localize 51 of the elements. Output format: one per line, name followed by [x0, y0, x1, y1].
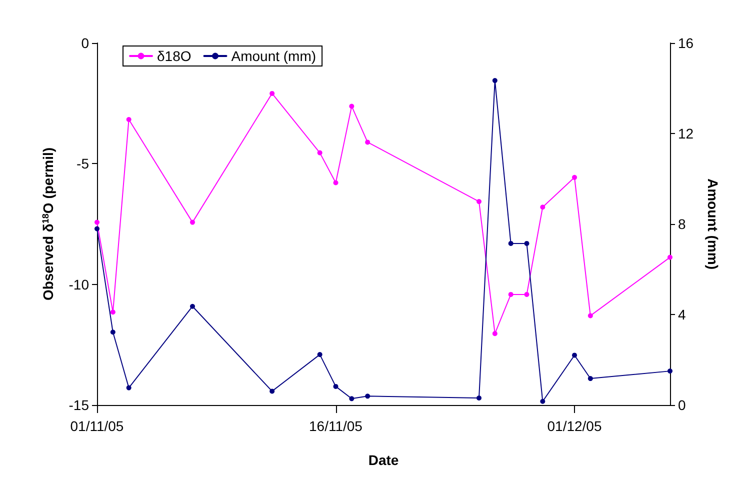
point	[333, 180, 338, 186]
y-tick-label: -10	[68, 276, 90, 292]
point	[540, 204, 546, 210]
point	[365, 140, 370, 145]
point	[317, 150, 322, 156]
point	[588, 313, 593, 318]
legend-label: Amount (mm)	[231, 48, 316, 64]
point	[524, 292, 530, 297]
point	[349, 104, 354, 109]
y2-tick-label: 4	[678, 306, 686, 322]
point	[508, 240, 514, 246]
y2-axis-title: Amount (mm)	[705, 178, 721, 270]
point	[110, 330, 116, 335]
y2-tick-label: 8	[678, 216, 686, 232]
y2-tick-label: 12	[678, 126, 694, 142]
x-tick-label: 16/11/05	[309, 418, 363, 434]
point	[508, 292, 514, 297]
point	[476, 395, 482, 400]
point	[365, 394, 370, 399]
point	[572, 174, 577, 180]
point	[476, 199, 482, 204]
point	[126, 117, 132, 122]
legend-label: δ18O	[157, 48, 192, 64]
point	[572, 352, 577, 358]
point	[94, 226, 100, 232]
y-tick-label: -15	[68, 397, 90, 413]
point	[668, 254, 672, 260]
point	[94, 220, 100, 225]
x-tick-label: 01/12/05	[547, 418, 602, 434]
point	[333, 384, 338, 389]
point	[190, 304, 195, 309]
y2-tick-label: 0	[678, 397, 686, 413]
y-tick-label: -5	[76, 156, 90, 172]
point	[190, 220, 195, 225]
point	[126, 385, 132, 390]
x-axis-title: Date	[368, 452, 399, 468]
point	[492, 78, 498, 84]
point	[492, 331, 498, 336]
y-axis-title: Observed δ18O (permil)	[40, 147, 56, 301]
x-tick-label: 01/11/05	[70, 418, 124, 434]
point	[270, 388, 275, 394]
point	[110, 310, 116, 315]
point	[668, 368, 672, 374]
point	[317, 352, 322, 358]
point	[524, 240, 530, 246]
y-tick-label: 0	[81, 35, 90, 51]
y2-tick-label: 16	[678, 35, 694, 51]
point	[270, 90, 275, 96]
point	[588, 376, 593, 382]
point	[540, 398, 546, 404]
point	[349, 396, 354, 402]
